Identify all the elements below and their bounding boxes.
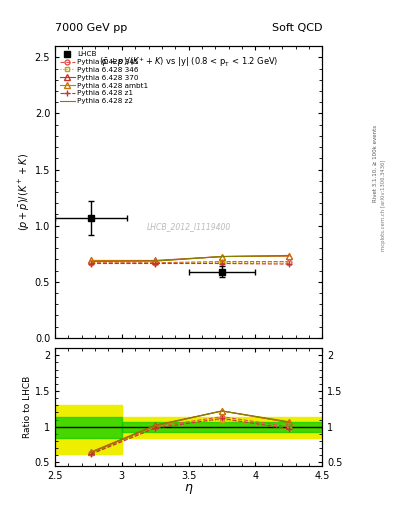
Text: Soft QCD: Soft QCD bbox=[272, 23, 322, 33]
Text: mcplots.cern.ch [arXiv:1306.3436]: mcplots.cern.ch [arXiv:1306.3436] bbox=[381, 159, 386, 250]
Y-axis label: $(p+\bar{p})/(K^+ + K)$: $(p+\bar{p})/(K^+ + K)$ bbox=[17, 153, 32, 231]
Legend: LHCB, Pythia 6.428 345, Pythia 6.428 346, Pythia 6.428 370, Pythia 6.428 ambt1, : LHCB, Pythia 6.428 345, Pythia 6.428 346… bbox=[59, 50, 150, 106]
X-axis label: $\eta$: $\eta$ bbox=[184, 482, 193, 496]
Text: 7000 GeV pp: 7000 GeV pp bbox=[55, 23, 127, 33]
Text: $(\bar{p}+p)/(K^{+}+K)$ vs |y| (0.8 < p$_\mathrm{T}$ < 1.2 GeV): $(\bar{p}+p)/(K^{+}+K)$ vs |y| (0.8 < p$… bbox=[99, 55, 278, 69]
Text: Rivet 3.1.10, ≥ 100k events: Rivet 3.1.10, ≥ 100k events bbox=[373, 125, 378, 202]
Text: LHCB_2012_I1119400: LHCB_2012_I1119400 bbox=[147, 223, 231, 231]
Y-axis label: Ratio to LHCB: Ratio to LHCB bbox=[23, 376, 32, 438]
